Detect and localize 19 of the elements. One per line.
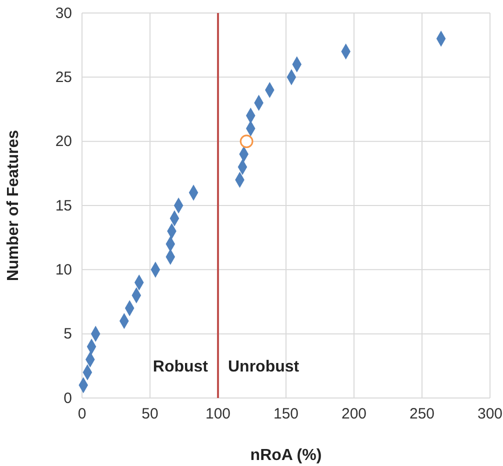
- x-tick-label: 100: [205, 406, 231, 423]
- y-tick-label: 25: [55, 68, 72, 86]
- y-axis-title: Number of Features: [5, 130, 22, 282]
- y-tick-label: 0: [64, 390, 72, 407]
- x-tick-label: 300: [477, 406, 503, 423]
- point: [240, 134, 254, 148]
- x-tick-label: 150: [273, 406, 299, 423]
- y-tick-label: 20: [55, 133, 72, 150]
- x-tick-label: 200: [341, 406, 367, 423]
- y-tick-label: 30: [55, 4, 72, 22]
- x-axis-title: nRoA (%): [250, 447, 322, 464]
- annotation: Robust: [152, 358, 209, 376]
- y-tick-label: 5: [64, 326, 72, 343]
- y-tick-label: 10: [55, 261, 72, 278]
- x-tick-label: 50: [142, 406, 158, 423]
- y-tick-label: 15: [55, 197, 72, 214]
- x-tick-label: 250: [409, 406, 435, 423]
- annotation: Unrobust: [228, 358, 300, 376]
- x-tick-label: 0: [78, 406, 86, 423]
